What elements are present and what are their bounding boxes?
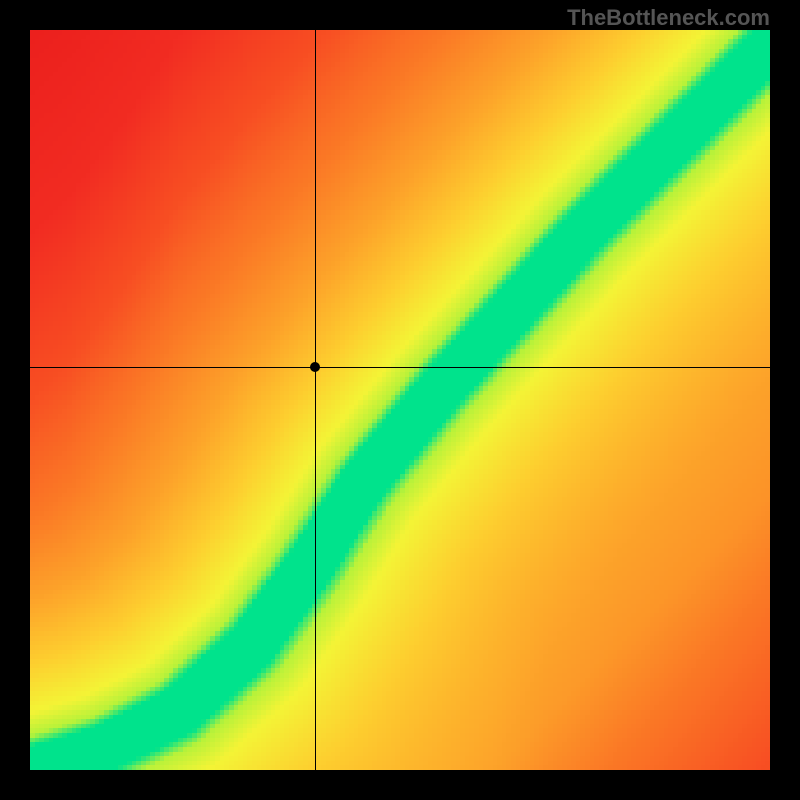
watermark-text: TheBottleneck.com [567, 5, 770, 31]
marker-dot [310, 362, 320, 372]
chart-frame: TheBottleneck.com [0, 0, 800, 800]
heatmap-canvas [30, 30, 770, 770]
crosshair-vertical [315, 30, 316, 770]
crosshair-horizontal [30, 367, 770, 368]
heatmap-plot [30, 30, 770, 770]
